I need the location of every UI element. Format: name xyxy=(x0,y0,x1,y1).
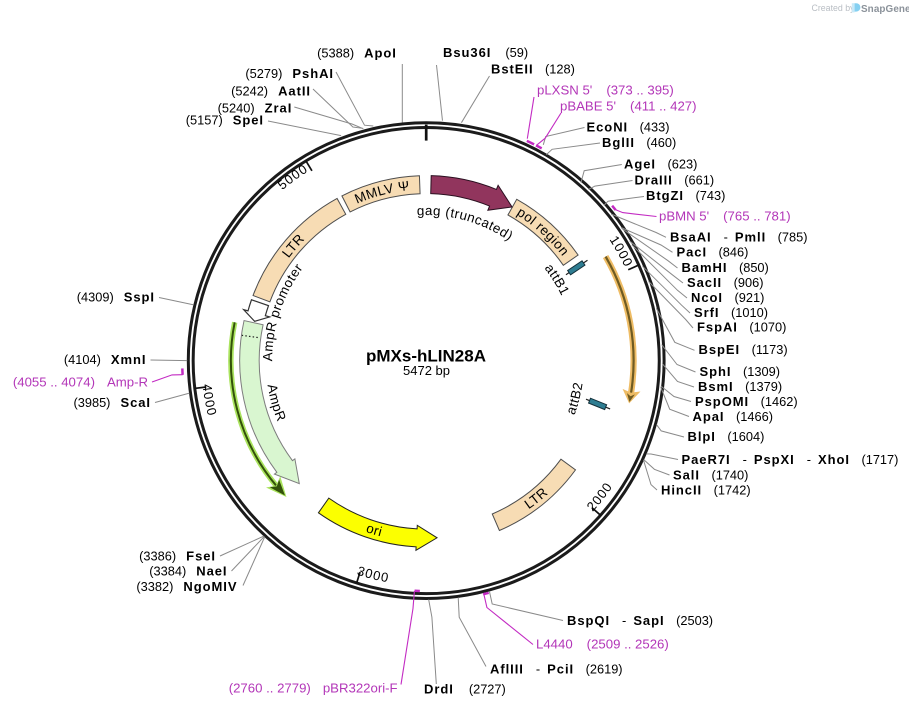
svg-text:(4055 .. 4074)Amp-R: (4055 .. 4074) Amp-R xyxy=(13,374,148,389)
svg-text:SacII(906): SacII (906) xyxy=(687,275,763,290)
svg-text:Bsu36I(59): Bsu36I (59) xyxy=(443,45,528,60)
svg-text:(5157)SpeI: (5157) SpeI xyxy=(186,113,264,128)
svg-text:Created by: Created by xyxy=(812,3,856,13)
svg-text:FspAI(1070): FspAI (1070) xyxy=(697,320,786,335)
svg-text:BsaAI-PmlI(785): BsaAI - PmlI (785) xyxy=(670,229,808,244)
svg-text:pBMN 5'(765 .. 781): pBMN 5' (765 .. 781) xyxy=(659,209,791,224)
svg-text:(5240)ZraI: (5240) ZraI xyxy=(218,101,293,116)
svg-text:L4440(2509 .. 2526): L4440 (2509 .. 2526) xyxy=(536,637,669,652)
svg-text:PacI(846): PacI (846) xyxy=(677,244,749,259)
svg-text:(3382)NgoMIV: (3382) NgoMIV xyxy=(136,579,237,594)
svg-text:(4309)SspI: (4309) SspI xyxy=(77,290,155,305)
svg-text:SrfI(1010): SrfI (1010) xyxy=(694,305,768,320)
svg-text:HincII(1742): HincII (1742) xyxy=(661,483,751,498)
svg-text:BglII(460): BglII (460) xyxy=(602,135,676,150)
svg-text:NcoI(921): NcoI (921) xyxy=(691,290,764,305)
svg-text:PaeR7I-PspXI-XhoI(1717): PaeR7I - PspXI - XhoI (1717) xyxy=(682,452,899,467)
svg-text:(5279)PshAI: (5279) PshAI xyxy=(245,66,334,81)
svg-text:(2760 .. 2779)pBR322ori-F: (2760 .. 2779) pBR322ori-F xyxy=(229,681,398,696)
svg-text:(3384)NaeI: (3384) NaeI xyxy=(149,564,227,579)
svg-text:EcoNI(433): EcoNI (433) xyxy=(587,119,670,134)
svg-text:SalI(1740): SalI (1740) xyxy=(673,468,748,483)
svg-text:BspQI-SapI(2503): BspQI - SapI (2503) xyxy=(567,613,713,628)
svg-text:BtgZI(743): BtgZI (743) xyxy=(646,188,725,203)
svg-text:BamHI(850): BamHI (850) xyxy=(682,260,769,275)
svg-text:(5388)ApoI: (5388) ApoI xyxy=(317,45,397,60)
svg-text:SnapGene: SnapGene xyxy=(861,4,909,15)
svg-text:pLXSN 5'(373 .. 395): pLXSN 5' (373 .. 395) xyxy=(537,83,674,98)
svg-text:(3386)FseI: (3386) FseI xyxy=(139,549,216,564)
svg-text:5472 bp: 5472 bp xyxy=(403,363,450,378)
svg-text:ori: ori xyxy=(364,520,384,539)
svg-text:AgeI(623): AgeI (623) xyxy=(624,157,697,172)
svg-text:(4104)XmnI: (4104) XmnI xyxy=(64,352,147,367)
svg-text:PspOMI(1462): PspOMI (1462) xyxy=(695,394,798,409)
svg-text:BsmI(1379): BsmI (1379) xyxy=(698,379,782,394)
svg-text:DrdI(2727): DrdI (2727) xyxy=(424,681,506,696)
svg-text:BstEII(128): BstEII (128) xyxy=(491,61,575,76)
svg-text:DraIII(661): DraIII (661) xyxy=(635,172,715,187)
svg-text:ApaI(1466): ApaI (1466) xyxy=(693,409,773,424)
svg-text:BspEI(1173): BspEI (1173) xyxy=(699,342,788,357)
svg-text:AflIII-PciI(2619): AflIII - PciI (2619) xyxy=(490,662,623,677)
svg-text:(5242)AatII: (5242) AatII xyxy=(231,84,311,99)
svg-text:(3985)ScaI: (3985) ScaI xyxy=(73,395,151,410)
svg-text:BlpI(1604): BlpI (1604) xyxy=(688,429,765,444)
svg-text:SphI(1309): SphI (1309) xyxy=(700,364,780,379)
svg-text:4000: 4000 xyxy=(199,383,220,418)
svg-text:pMXs-hLIN28A: pMXs-hLIN28A xyxy=(366,347,486,366)
